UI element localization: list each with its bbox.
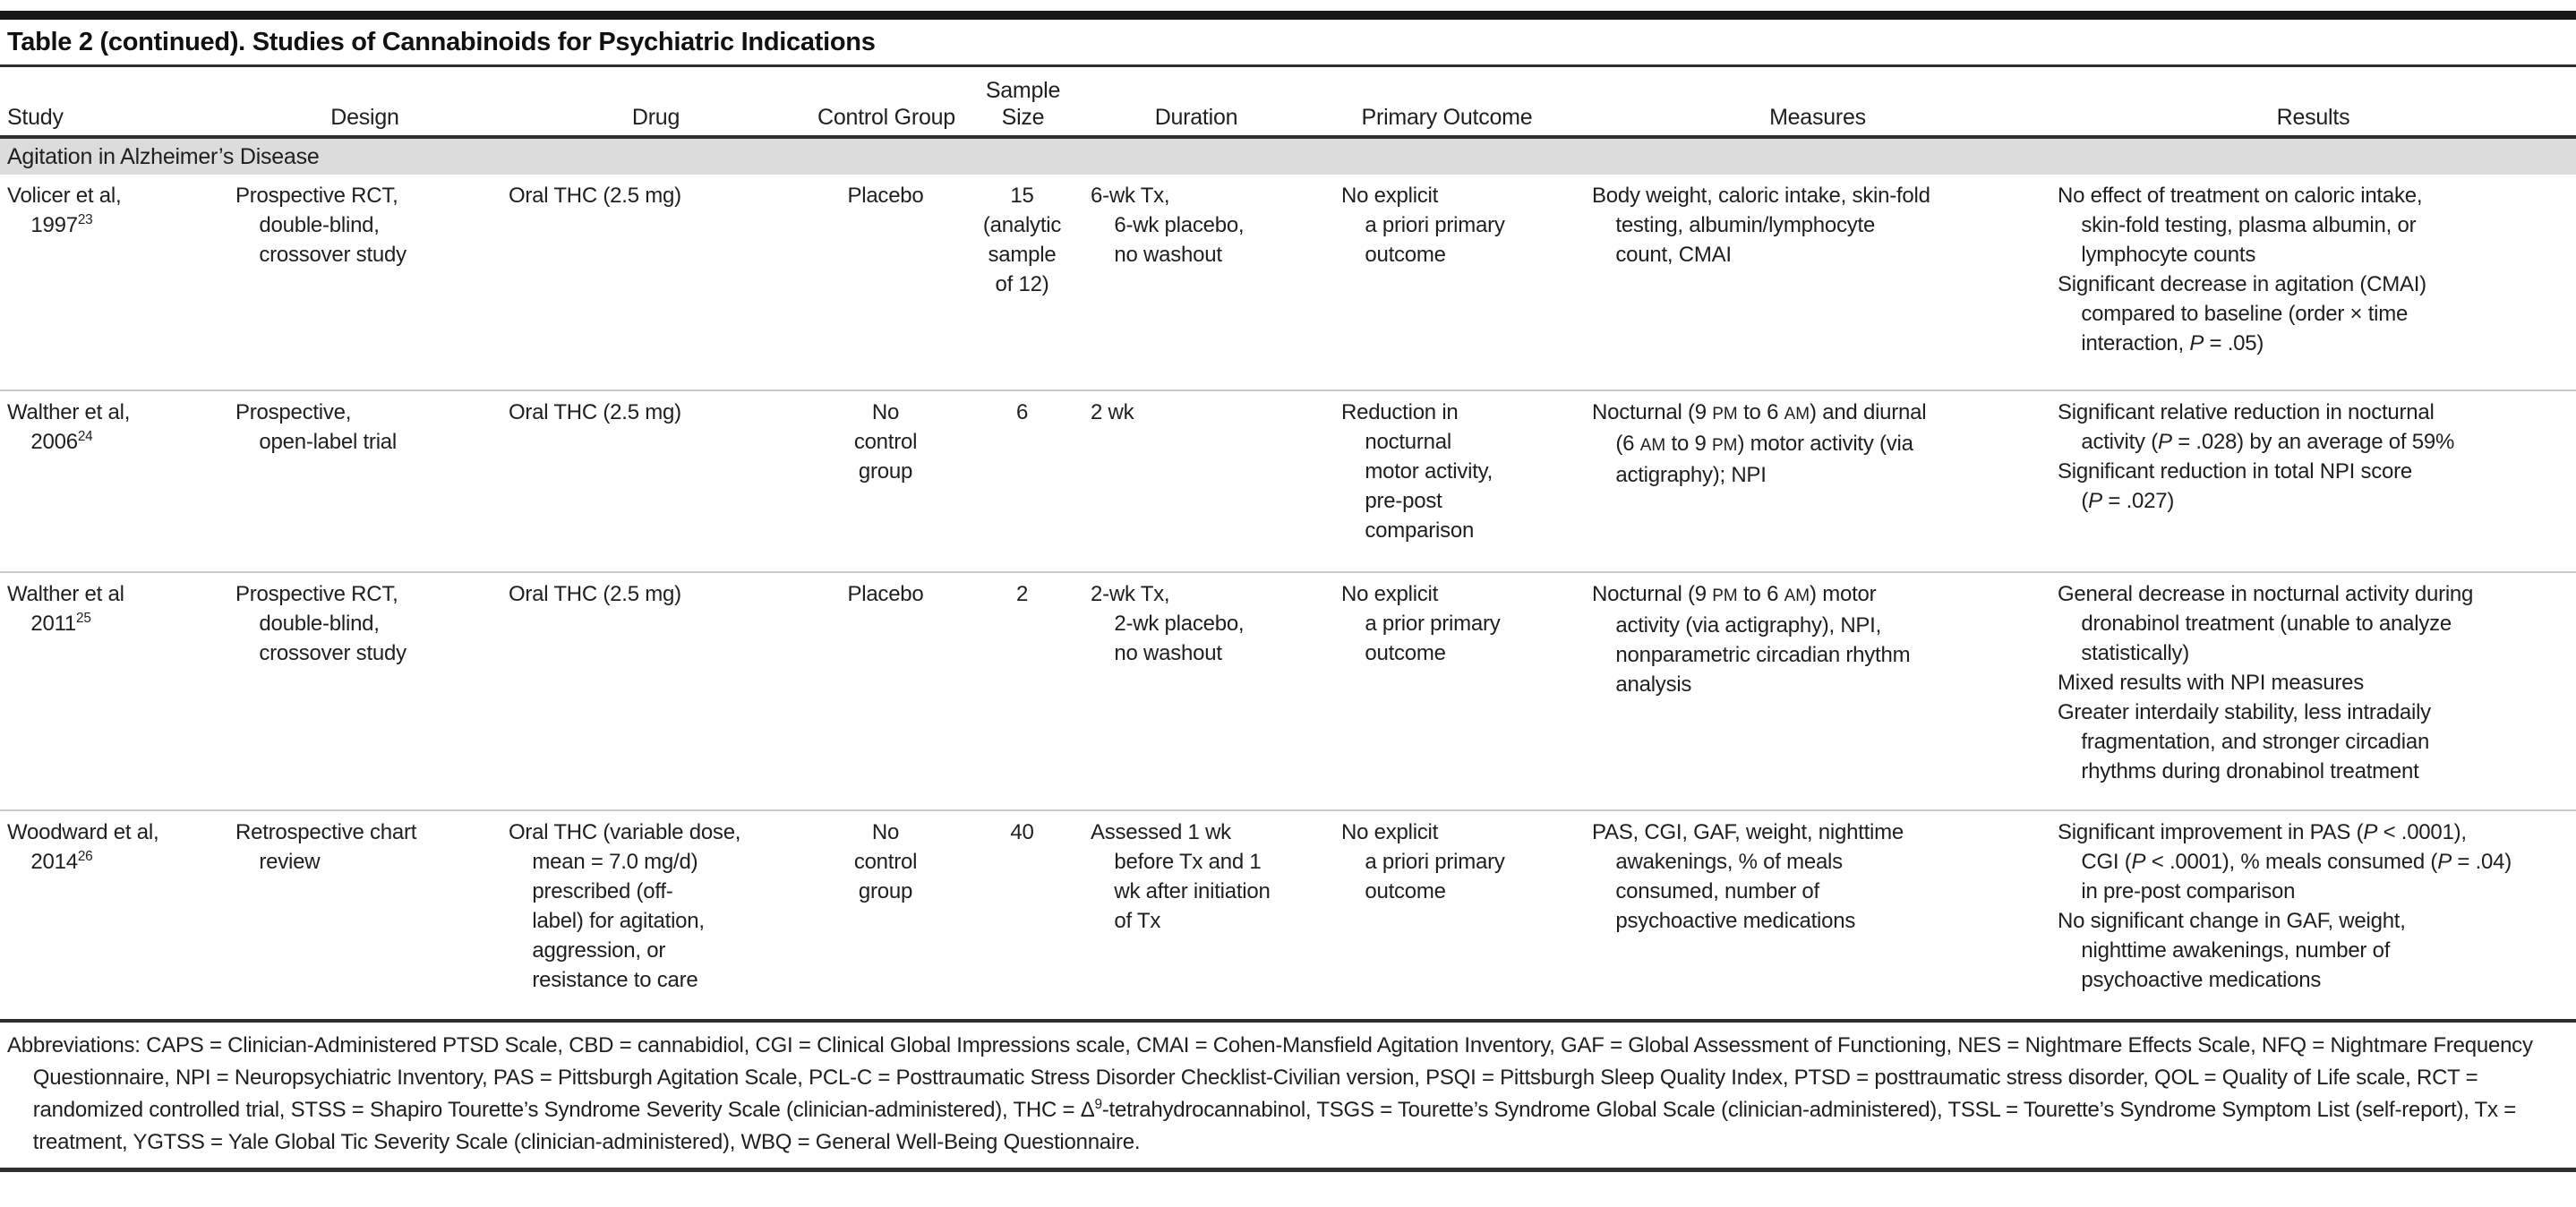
cell-text: Assessed 1 wk before Tx and 1 wk after i… (1091, 818, 1305, 936)
cell-text: Walther et al 201125 (7, 579, 219, 638)
table-row: Volicer et al, 199723 Prospective RCT, d… (0, 175, 2576, 389)
cell-text: General decrease in nocturnal activity d… (2058, 579, 2567, 668)
cell-text: Prospective, open-label trial (235, 398, 492, 457)
cell-control-group: No control group (810, 391, 963, 571)
column-header-study: Study (0, 104, 228, 131)
cell-design: Prospective, open-label trial (228, 391, 501, 571)
cell-sample-size: 40 (963, 811, 1083, 1019)
cell-text: Oral THC (2.5 mg) (509, 398, 801, 427)
cell-primary-outcome: No explicit a prior primary outcome (1309, 573, 1585, 809)
cell-study: Walther et al, 200624 (0, 391, 228, 571)
cell-design: Prospective RCT, double-blind, crossover… (228, 573, 501, 809)
table-body: Volicer et al, 199723 Prospective RCT, d… (0, 175, 2576, 1019)
cell-text: 2 wk (1091, 398, 1305, 427)
cell-text: Reduction in nocturnal motor activity, p… (1341, 398, 1576, 545)
abbreviations-text: Abbreviations: CAPS = Clinician-Administ… (7, 1030, 2567, 1159)
cell-study: Volicer et al, 199723 (0, 175, 228, 389)
cell-text: Mixed results with NPI measures (2058, 668, 2567, 698)
cell-text: No explicit a prior primary outcome (1341, 579, 1576, 668)
table-row: Walther et al, 200624 Prospective, open-… (0, 389, 2576, 571)
cell-text: No significant change in GAF, weight, ni… (2058, 906, 2567, 995)
column-header-results: Results (2050, 104, 2576, 131)
cell-measures: PAS, CGI, GAF, weight, nighttime awakeni… (1585, 811, 2050, 1019)
column-header-sample-size: Sample Size (963, 77, 1083, 131)
cell-text: 2 (970, 579, 1074, 609)
cell-duration: 6-wk Tx, 6-wk placebo, no washout (1083, 175, 1309, 389)
cell-text: Prospective RCT, double-blind, crossover… (235, 579, 492, 668)
cell-sample-size: 2 (963, 573, 1083, 809)
cell-results: Significant relative reduction in noctur… (2050, 391, 2576, 571)
cell-primary-outcome: Reduction in nocturnal motor activity, p… (1309, 391, 1585, 571)
cell-results: General decrease in nocturnal activity d… (2050, 573, 2576, 809)
cell-text: 6 (970, 398, 1074, 427)
cell-text: 2-wk Tx, 2-wk placebo, no washout (1091, 579, 1305, 668)
cell-text: Retrospective chart review (235, 818, 492, 877)
cell-drug: Oral THC (2.5 mg) (501, 175, 810, 389)
cell-duration: 2-wk Tx, 2-wk placebo, no washout (1083, 573, 1309, 809)
cell-text: Placebo (817, 579, 954, 609)
cell-sample-size: 15 (analytic sample of 12) (963, 175, 1083, 389)
cell-drug: Oral THC (2.5 mg) (501, 391, 810, 571)
cell-text: Walther et al, 200624 (7, 398, 219, 457)
section-header: Agitation in Alzheimer’s Disease (0, 139, 2576, 175)
cell-text: Prospective RCT, double-blind, crossover… (235, 181, 492, 270)
cell-text: Nocturnal (9 PM to 6 AM) motor activity … (1592, 579, 2041, 699)
cell-results: Significant improvement in PAS (P < .000… (2050, 811, 2576, 1019)
table-row: Woodward et al, 201426 Retrospective cha… (0, 809, 2576, 1019)
column-header-drug: Drug (501, 104, 810, 131)
cell-design: Retrospective chart review (228, 811, 501, 1019)
cell-text: Greater interdaily stability, less intra… (2058, 698, 2567, 786)
cell-control-group: No control group (810, 811, 963, 1019)
table-header-row: Study Design Drug Control Group Sample S… (0, 67, 2576, 135)
cell-duration: Assessed 1 wk before Tx and 1 wk after i… (1083, 811, 1309, 1019)
column-header-measures: Measures (1585, 104, 2050, 131)
cell-text: Volicer et al, 199723 (7, 181, 219, 240)
cell-primary-outcome: No explicit a priori primary outcome (1309, 811, 1585, 1019)
cell-control-group: Placebo (810, 175, 963, 389)
cell-design: Prospective RCT, double-blind, crossover… (228, 175, 501, 389)
cell-text: Significant relative reduction in noctur… (2058, 398, 2567, 457)
cell-drug: Oral THC (2.5 mg) (501, 573, 810, 809)
cell-text: Nocturnal (9 PM to 6 AM) and diurnal (6 … (1592, 398, 2041, 490)
table-row: Walther et al 201125 Prospective RCT, do… (0, 571, 2576, 809)
cell-primary-outcome: No explicit a priori primary outcome (1309, 175, 1585, 389)
cell-control-group: Placebo (810, 573, 963, 809)
cell-text: Significant reduction in total NPI score… (2058, 457, 2567, 516)
cell-drug: Oral THC (variable dose, mean = 7.0 mg/d… (501, 811, 810, 1019)
cell-text: No control group (817, 398, 954, 486)
column-header-primary-outcome: Primary Outcome (1309, 104, 1585, 131)
cell-text: Placebo (817, 181, 954, 210)
cell-text: PAS, CGI, GAF, weight, nighttime awakeni… (1592, 818, 2041, 936)
cell-text: No control group (817, 818, 954, 906)
cell-text: 15 (analytic sample of 12) (970, 181, 1074, 299)
table-title: Table 2 (continued). Studies of Cannabin… (0, 20, 2576, 64)
cell-results: No effect of treatment on caloric intake… (2050, 175, 2576, 389)
column-header-design: Design (228, 104, 501, 131)
cell-duration: 2 wk (1083, 391, 1309, 571)
bottom-rule (0, 1168, 2576, 1172)
cell-text: Significant improvement in PAS (P < .000… (2058, 818, 2567, 906)
cell-text: No explicit a priori primary outcome (1341, 181, 1576, 270)
cell-study: Walther et al 201125 (0, 573, 228, 809)
column-header-duration: Duration (1083, 104, 1309, 131)
cell-text: Woodward et al, 201426 (7, 818, 219, 877)
cell-sample-size: 6 (963, 391, 1083, 571)
cell-text: No explicit a priori primary outcome (1341, 818, 1576, 906)
cell-text: No effect of treatment on caloric intake… (2058, 181, 2567, 270)
cell-text: 40 (970, 818, 1074, 847)
cell-text: Oral THC (2.5 mg) (509, 181, 801, 210)
column-header-control-group: Control Group (810, 104, 963, 131)
cell-study: Woodward et al, 201426 (0, 811, 228, 1019)
cell-measures: Nocturnal (9 PM to 6 AM) and diurnal (6 … (1585, 391, 2050, 571)
cell-text: Significant decrease in agitation (CMAI)… (2058, 270, 2567, 358)
top-rule (0, 11, 2576, 20)
cell-text: 6-wk Tx, 6-wk placebo, no washout (1091, 181, 1305, 270)
cell-measures: Body weight, caloric intake, skin-fold t… (1585, 175, 2050, 389)
cell-text: Oral THC (variable dose, mean = 7.0 mg/d… (509, 818, 801, 995)
cell-text: Body weight, caloric intake, skin-fold t… (1592, 181, 2041, 270)
cell-measures: Nocturnal (9 PM to 6 AM) motor activity … (1585, 573, 2050, 809)
abbreviations-footnote: Abbreviations: CAPS = Clinician-Administ… (0, 1023, 2576, 1168)
cell-text: Oral THC (2.5 mg) (509, 579, 801, 609)
